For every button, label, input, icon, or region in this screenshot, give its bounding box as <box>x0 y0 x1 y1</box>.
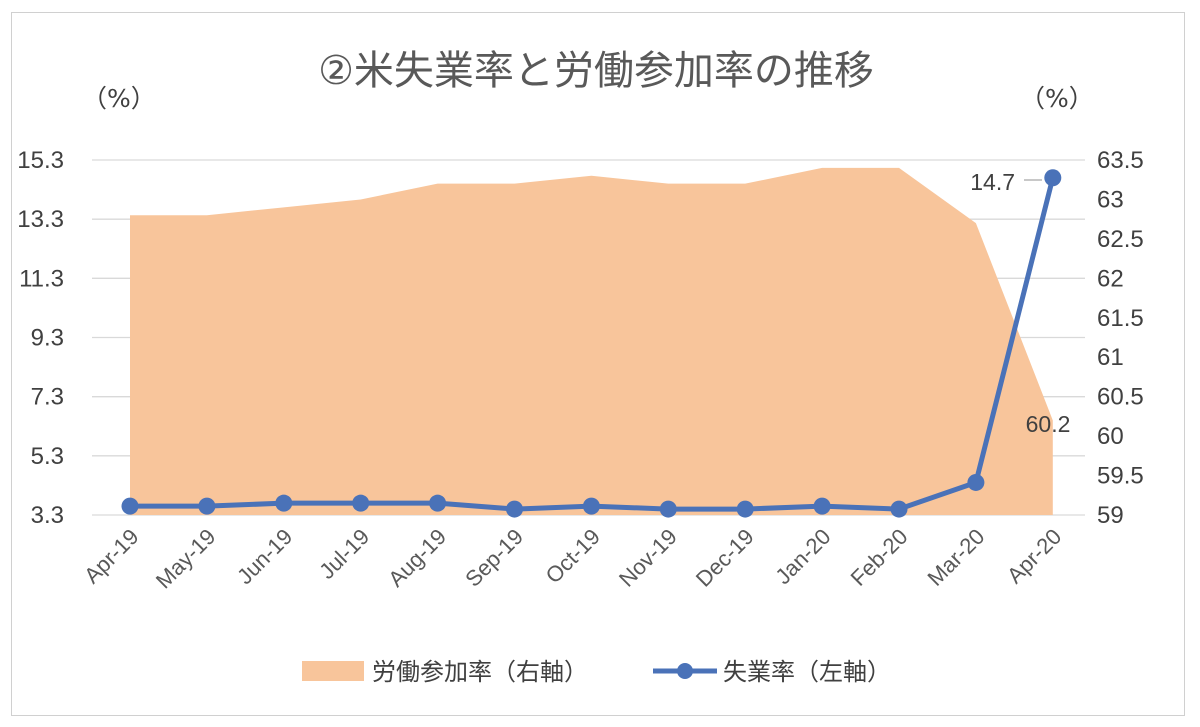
unemployment-point <box>967 473 985 491</box>
right-axis-ticks: 63.5 63 62.5 62 61.5 61 60.5 60 59.5 59 <box>1097 147 1144 529</box>
right-tick-label: 62.5 <box>1097 226 1144 253</box>
right-tick-label: 59 <box>1097 502 1124 529</box>
x-tick-label: Oct-19 <box>541 524 605 588</box>
x-tick-label: Jan-20 <box>770 524 835 589</box>
x-tick-label: Feb-20 <box>846 524 913 591</box>
unemployment-point <box>275 494 293 512</box>
left-tick-label: 3.3 <box>31 502 64 529</box>
left-tick-label: 11.3 <box>19 265 64 292</box>
legend-swatch-participation <box>302 661 364 681</box>
right-tick-label: 63.5 <box>1097 147 1144 174</box>
unemployment-point <box>198 497 216 515</box>
legend-label-participation: 労働参加率（右軸） <box>372 658 588 686</box>
right-tick-label: 61 <box>1097 344 1124 371</box>
x-tick-label: May-19 <box>151 524 221 594</box>
left-tick-label: 15.3 <box>17 147 64 174</box>
unemployment-point <box>506 500 523 518</box>
right-tick-label: 63 <box>1097 186 1124 213</box>
data-label-unemployment: 14.7 <box>970 169 1015 195</box>
unemployment-point <box>659 500 677 518</box>
x-tick-label: Dec-19 <box>691 524 759 592</box>
unemployment-point <box>352 494 370 512</box>
x-tick-label: Jun-19 <box>232 524 297 589</box>
unemployment-point <box>813 497 831 515</box>
right-tick-label: 61.5 <box>1097 305 1144 332</box>
right-tick-label: 62 <box>1097 265 1124 292</box>
legend-swatch-unemployment-marker <box>677 663 693 679</box>
unemployment-line <box>121 169 1062 518</box>
unemployment-point <box>582 497 600 515</box>
unemployment-point <box>1044 169 1062 187</box>
unemployment-point <box>121 497 139 515</box>
chart-title: ②米失業率と労働参加率の推移 <box>318 48 874 94</box>
left-axis-ticks: 15.3 13.3 11.3 9.3 7.3 5.3 3.3 <box>17 147 64 529</box>
right-axis-unit: （%） <box>1020 84 1094 113</box>
unemployment-point <box>890 500 908 518</box>
legend-label-unemployment: 失業率（左軸） <box>723 658 891 686</box>
x-tick-label: Apr-19 <box>79 524 143 588</box>
right-tick-label: 59.5 <box>1097 463 1144 490</box>
x-tick-label: Jul-19 <box>314 524 374 584</box>
left-tick-label: 7.3 <box>31 384 64 411</box>
x-tick-label: Apr-20 <box>1002 524 1066 588</box>
participation-area-fill <box>130 167 1053 515</box>
left-tick-label: 9.3 <box>31 325 64 352</box>
x-tick-label: Nov-19 <box>614 524 682 592</box>
x-tick-label: Mar-20 <box>922 524 989 591</box>
right-tick-label: 60.5 <box>1097 384 1144 411</box>
legend: 労働参加率（右軸） 失業率（左軸） <box>302 658 891 686</box>
unemployment-point <box>429 494 447 512</box>
x-tick-label: Aug-19 <box>383 524 451 592</box>
x-axis-ticks: Apr-19 May-19 Jun-19 Jul-19 Aug-19 Sep-19 Oct-… <box>79 524 1066 594</box>
participation-area <box>130 167 1053 515</box>
left-axis-unit: （%） <box>82 84 156 113</box>
unemployment-point <box>736 500 754 518</box>
left-tick-label: 5.3 <box>31 443 64 470</box>
x-tick-label: Sep-19 <box>460 524 528 592</box>
data-label-participation: 60.2 <box>1026 411 1071 437</box>
right-tick-label: 60 <box>1097 423 1124 450</box>
left-tick-label: 13.3 <box>17 206 64 233</box>
